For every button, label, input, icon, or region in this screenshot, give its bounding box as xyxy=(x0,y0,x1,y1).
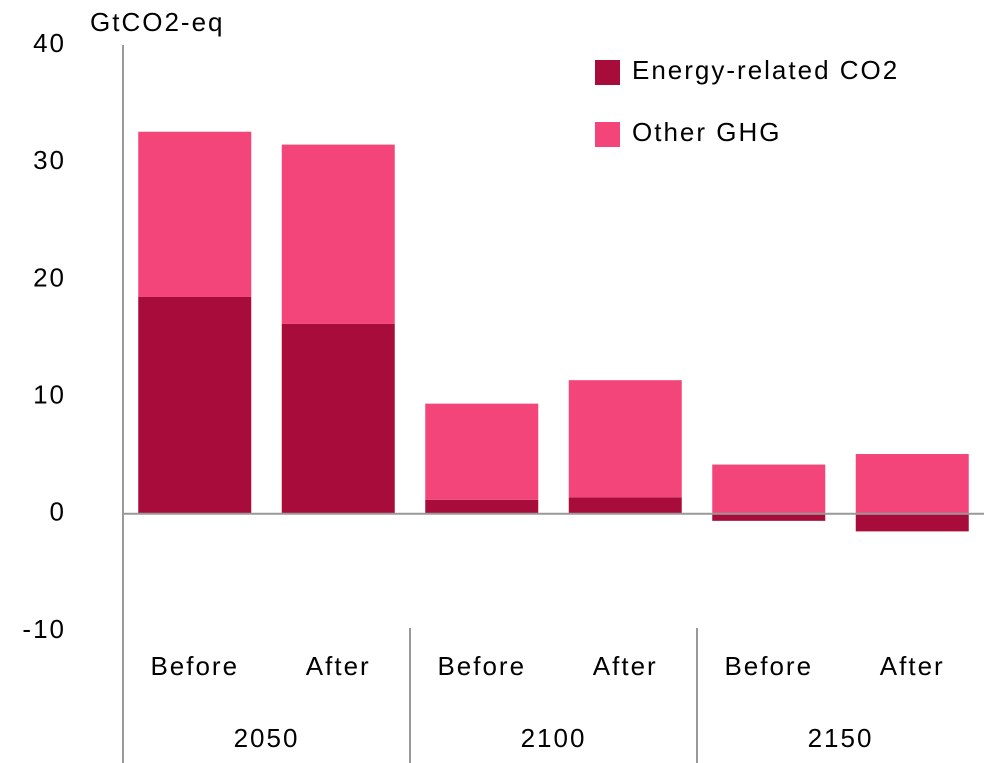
bar-segment xyxy=(425,403,539,500)
y-tick-label: 40 xyxy=(33,28,66,58)
x-tick-label: After xyxy=(306,651,371,681)
bar-segment xyxy=(281,144,395,324)
y-tick-label: 20 xyxy=(33,262,66,292)
legend-swatch xyxy=(595,60,620,85)
x-tick-label: After xyxy=(593,651,658,681)
bar-segment xyxy=(281,323,395,514)
legend-label: Other GHG xyxy=(632,117,781,147)
bar-segment xyxy=(568,380,682,498)
bar-segment xyxy=(425,499,539,514)
group-label: 2050 xyxy=(234,723,300,753)
y-tick-label: 10 xyxy=(33,379,66,409)
x-tick-label: Before xyxy=(150,651,239,681)
y-tick-label: 0 xyxy=(50,497,66,527)
bar-segment xyxy=(712,464,826,514)
bar-segment xyxy=(855,513,969,532)
legend-label: Energy-related CO2 xyxy=(632,55,899,85)
x-tick-label: Before xyxy=(724,651,813,681)
y-tick-label: 30 xyxy=(33,145,66,175)
x-tick-label: Before xyxy=(437,651,526,681)
bar-segment xyxy=(138,296,252,514)
group-label: 2150 xyxy=(808,723,874,753)
bar-segment xyxy=(568,497,682,514)
bar-segment xyxy=(855,454,969,514)
bar-segment xyxy=(712,513,826,521)
legend-swatch xyxy=(595,122,620,147)
y-axis-label: GtCO2-eq xyxy=(90,7,225,37)
x-tick-label: After xyxy=(880,651,945,681)
bar-segment xyxy=(138,131,252,297)
y-tick-label: -10 xyxy=(22,614,66,644)
group-label: 2100 xyxy=(521,723,587,753)
